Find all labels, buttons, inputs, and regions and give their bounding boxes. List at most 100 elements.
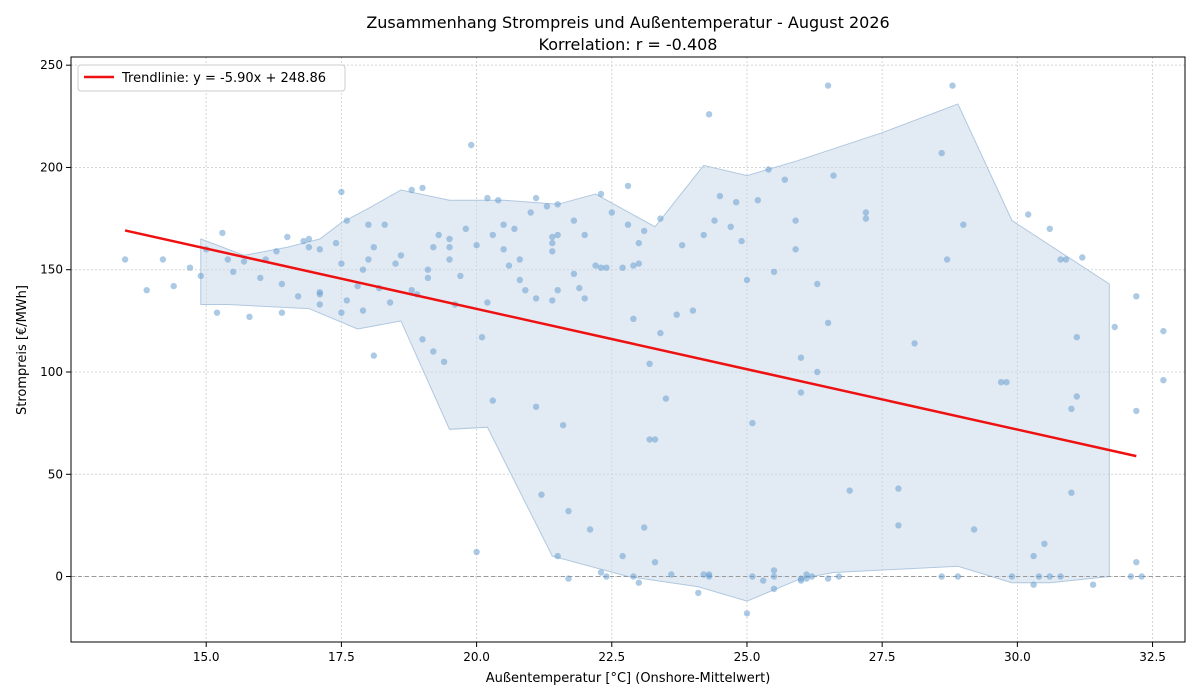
data-point-58	[446, 235, 453, 243]
data-point-68	[489, 231, 496, 239]
data-point-5	[197, 272, 204, 280]
data-point-11	[240, 258, 248, 265]
data-point-57	[446, 256, 453, 263]
data-point-167	[824, 319, 832, 327]
x-tick-label-3: 22.5	[598, 650, 625, 664]
data-point-45	[408, 287, 415, 294]
data-point-177	[938, 149, 945, 157]
data-point-135	[705, 573, 713, 580]
data-point-54	[435, 231, 442, 239]
data-point-26	[316, 289, 323, 296]
data-point-155	[792, 246, 799, 253]
data-point-136	[705, 111, 713, 118]
data-point-92	[559, 422, 567, 429]
data-point-168	[830, 172, 837, 179]
data-point-28	[338, 260, 345, 267]
x-tick-label-2: 20.0	[463, 650, 490, 664]
data-point-89	[554, 287, 561, 294]
data-point-124	[657, 215, 664, 222]
data-point-7	[213, 309, 221, 316]
data-point-186	[1025, 211, 1032, 218]
data-point-60	[457, 272, 464, 280]
y-tick-label-3: 150	[40, 263, 63, 277]
data-point-163	[814, 280, 821, 288]
data-point-10	[230, 268, 237, 275]
data-point-122	[651, 559, 659, 566]
y-axis-label: Strompreis [€/MWh]	[15, 285, 30, 415]
data-point-78	[527, 209, 534, 216]
data-point-112	[630, 262, 637, 269]
data-point-115	[635, 239, 642, 247]
data-point-31	[343, 217, 350, 224]
data-points	[121, 82, 1167, 617]
x-tick-label-5: 27.5	[869, 650, 896, 664]
data-point-204	[1133, 293, 1140, 300]
data-point-182	[970, 526, 978, 533]
data-point-208	[1160, 377, 1167, 384]
data-point-206	[1133, 559, 1140, 566]
legend: Trendlinie: y = -5.90x + 248.86	[77, 64, 346, 92]
data-point-119	[641, 227, 648, 235]
data-point-37	[365, 256, 372, 263]
data-point-190	[1041, 540, 1048, 547]
data-point-207	[1138, 573, 1145, 580]
data-point-71	[500, 221, 507, 228]
data-point-130	[689, 307, 697, 314]
data-point-48	[419, 336, 426, 343]
data-point-3	[170, 282, 177, 290]
data-point-175	[911, 340, 918, 347]
x-tick-label-0: 15.0	[193, 650, 220, 664]
data-point-195	[1062, 256, 1070, 263]
data-point-13	[257, 274, 264, 282]
data-point-201	[1089, 581, 1097, 588]
data-point-202	[1111, 323, 1118, 331]
data-point-83	[543, 203, 551, 210]
data-point-104	[597, 190, 605, 198]
y-tick-label-4: 200	[40, 160, 63, 174]
data-point-53	[430, 244, 437, 251]
data-point-179	[949, 82, 956, 89]
data-point-144	[749, 419, 756, 427]
data-point-196	[1068, 489, 1075, 496]
data-point-35	[359, 307, 367, 314]
data-point-95	[570, 217, 578, 224]
trend-line	[124, 229, 1137, 458]
data-point-105	[603, 264, 610, 271]
data-point-67	[484, 299, 491, 306]
data-point-30	[338, 309, 345, 316]
data-point-21	[305, 235, 313, 243]
data-point-12	[246, 313, 253, 320]
data-point-63	[473, 548, 480, 556]
data-point-145	[749, 573, 756, 580]
data-point-66	[484, 194, 491, 202]
data-point-166	[824, 82, 832, 89]
data-point-176	[938, 573, 945, 580]
data-point-106	[603, 573, 610, 580]
data-point-17	[278, 309, 286, 316]
data-point-1	[143, 287, 150, 294]
data-point-164	[814, 368, 821, 376]
data-point-108	[619, 552, 626, 560]
data-point-143	[743, 610, 751, 617]
data-point-61	[462, 225, 469, 232]
chart-subtitle: Korrelation: r = -0.408	[539, 35, 718, 54]
data-point-123	[651, 436, 659, 443]
data-point-79	[532, 403, 540, 410]
x-tick-label-1: 17.5	[328, 650, 355, 664]
data-point-147	[760, 577, 767, 584]
plot-frame	[70, 56, 1186, 643]
y-tick-label-5: 250	[40, 58, 63, 72]
data-point-165	[824, 575, 832, 582]
data-point-170	[846, 487, 853, 494]
data-point-125	[657, 329, 664, 337]
data-point-62	[468, 141, 475, 149]
data-point-146	[754, 197, 761, 204]
data-point-138	[716, 192, 724, 200]
data-point-46	[408, 186, 415, 194]
y-tick-label-0: 0	[55, 570, 63, 584]
data-point-113	[630, 315, 637, 322]
data-point-41	[381, 221, 388, 228]
data-point-8	[219, 229, 226, 237]
data-point-97	[576, 284, 583, 292]
data-point-91	[554, 552, 561, 560]
